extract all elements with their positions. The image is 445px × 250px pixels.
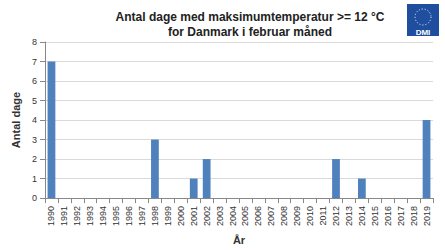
svg-text:8: 8 [32,37,37,47]
svg-text:Antal dage med maksimumtempera: Antal dage med maksimumtemperatur >= 12 … [116,10,385,24]
svg-text:DMI: DMI [416,28,431,37]
svg-text:1: 1 [32,174,37,184]
svg-text:2007: 2007 [266,206,276,226]
svg-text:2: 2 [32,154,37,164]
svg-text:2015: 2015 [370,206,380,226]
svg-text:2016: 2016 [383,206,393,226]
svg-text:2018: 2018 [409,206,419,226]
svg-text:6: 6 [32,76,37,86]
svg-text:Antal dage: Antal dage [10,92,22,148]
svg-text:2013: 2013 [344,206,354,226]
svg-text:7: 7 [32,57,37,67]
svg-text:2000: 2000 [176,206,186,226]
svg-text:1997: 1997 [137,206,147,226]
svg-text:1995: 1995 [111,206,121,226]
svg-text:5: 5 [32,96,37,106]
svg-text:2003: 2003 [215,206,225,226]
svg-text:3: 3 [32,135,37,145]
svg-text:0: 0 [32,193,37,203]
svg-text:2006: 2006 [253,206,263,226]
svg-text:2008: 2008 [279,206,289,226]
svg-text:2012: 2012 [331,206,341,226]
svg-text:2010: 2010 [305,206,315,226]
svg-text:2014: 2014 [357,206,367,226]
svg-text:2011: 2011 [318,206,328,225]
svg-text:1999: 1999 [163,206,173,226]
svg-text:1994: 1994 [98,206,108,226]
svg-text:2009: 2009 [292,206,302,226]
svg-text:2017: 2017 [396,206,406,226]
svg-text:1998: 1998 [150,206,160,226]
svg-text:År: År [233,234,246,246]
svg-text:2001: 2001 [189,206,199,226]
svg-text:1996: 1996 [124,206,134,226]
svg-text:1992: 1992 [72,206,82,226]
svg-text:1991: 1991 [59,206,69,226]
svg-text:4: 4 [32,115,37,125]
svg-text:2002: 2002 [202,206,212,226]
svg-text:1993: 1993 [85,206,95,226]
svg-text:2005: 2005 [240,206,250,226]
svg-text:for Danmark i februar måned: for Danmark i februar måned [168,25,332,39]
svg-text:2004: 2004 [228,206,238,226]
svg-text:1990: 1990 [46,206,56,226]
svg-text:2019: 2019 [422,206,432,226]
